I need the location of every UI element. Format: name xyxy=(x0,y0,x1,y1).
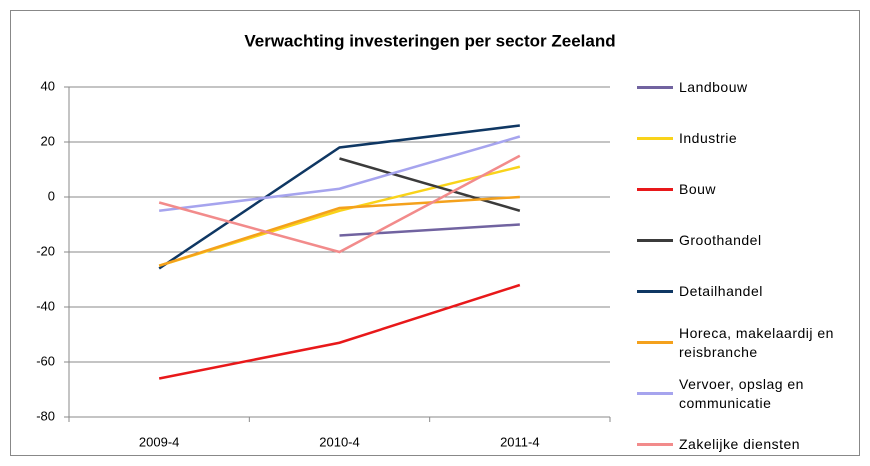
series-line xyxy=(158,124,520,270)
y-tick-label: 0 xyxy=(48,188,55,203)
legend-entry: Landbouw xyxy=(637,62,867,113)
series-line xyxy=(158,195,520,267)
series-line xyxy=(339,157,521,212)
legend-swatch xyxy=(637,137,673,140)
x-tick-label: 2010-4 xyxy=(319,434,359,449)
y-tick-label: -20 xyxy=(36,243,55,258)
legend-swatch xyxy=(637,86,673,89)
y-tick-label: -60 xyxy=(36,353,55,368)
legend-label: Detailhandel xyxy=(679,283,763,299)
legend-label: Vervoer, opslag en communicatie xyxy=(679,375,804,411)
y-tick-label: 20 xyxy=(41,133,55,148)
legend-label: Bouw xyxy=(679,181,717,197)
legend-label: Groothandel xyxy=(679,232,762,248)
legend-swatch xyxy=(637,290,673,293)
x-tick-label: 2011-4 xyxy=(500,434,540,449)
legend-entry: Industrie xyxy=(637,113,867,164)
series-line xyxy=(158,283,521,380)
legend-swatch xyxy=(637,188,673,191)
chart-title: Verwachting investeringen per sector Zee… xyxy=(244,31,615,50)
legend-label: Industrie xyxy=(679,130,738,146)
y-tick-label: -80 xyxy=(36,408,55,423)
legend-swatch xyxy=(637,239,673,242)
chart-border xyxy=(10,10,860,456)
series-line xyxy=(339,223,520,237)
legend-entry: Bouw xyxy=(637,164,867,215)
legend-entry: Vervoer, opslag en communicatie xyxy=(637,368,867,419)
legend-label: Horeca, makelaardij en reisbranche xyxy=(679,324,834,360)
legend-entry: Groothandel xyxy=(637,215,867,266)
series-line xyxy=(158,154,521,254)
y-tick-label: -40 xyxy=(36,298,55,313)
legend-swatch xyxy=(637,392,673,395)
series-line xyxy=(159,135,521,212)
x-tick-label: 2009-4 xyxy=(139,434,179,449)
legend-swatch xyxy=(637,341,673,344)
legend-entry: Zakelijke diensten xyxy=(637,419,867,466)
legend-label: Zakelijke diensten xyxy=(679,436,801,452)
legend-entry: Detailhandel xyxy=(637,266,867,317)
legend-swatch xyxy=(637,443,673,446)
legend-label: Landbouw xyxy=(679,79,748,95)
legend: Landbouw Industrie Bouw Groothandel Detailha… xyxy=(637,62,867,466)
y-tick-label: 40 xyxy=(41,78,55,93)
legend-entry: Horeca, makelaardij en reisbranche xyxy=(637,317,867,368)
